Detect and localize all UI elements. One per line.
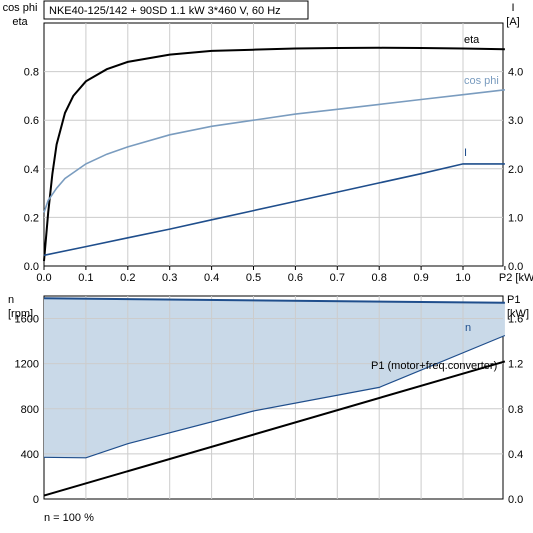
upper-y-right-tick-label: 4.0 xyxy=(508,67,523,79)
upper-x-tick-label: 0.9 xyxy=(413,272,428,284)
lower-y-right-tick-label: 1.2 xyxy=(508,359,523,371)
lower-y-left-tick-label: 400 xyxy=(21,449,39,461)
upper-y-right-tick-label: 0.0 xyxy=(508,261,523,273)
lower-y-right-tick-label: 0.0 xyxy=(508,494,523,506)
eta-curve xyxy=(43,46,505,262)
lower-ticks: 0 400 800 1200 1600 0.0 0.4 0.8 1.2 1.6 xyxy=(15,314,524,506)
upper-x-tick-label: 0.4 xyxy=(204,272,219,284)
speed-min-curve xyxy=(43,334,506,459)
lower-ylabel-left-2: [rpm] xyxy=(8,308,33,320)
series-label-cos-phi: cos phi xyxy=(464,75,499,87)
upper-plot-frame xyxy=(43,22,504,267)
upper-y-right-tick-label: 1.0 xyxy=(508,212,523,224)
series-label-eta: eta xyxy=(464,34,480,46)
lower-ylabel-right-1: P1 xyxy=(507,294,520,306)
lower-y-left-tick-label: 1200 xyxy=(15,359,39,371)
upper-grid xyxy=(44,23,503,266)
upper-y-left-tick-label: 0.8 xyxy=(24,67,39,79)
upper-x-tick-label: 0.0 xyxy=(36,272,51,284)
lower-ylabel-left-1: n xyxy=(8,294,14,306)
series-label-current: I xyxy=(464,147,467,159)
upper-x-tick-label: 0.5 xyxy=(246,272,261,284)
upper-x-tick-label: 0.7 xyxy=(330,272,345,284)
upper-ylabel-left-1: cos phi xyxy=(3,2,38,14)
upper-ylabel-right-1: I xyxy=(511,2,514,14)
speed-operating-area xyxy=(44,298,505,458)
lower-area xyxy=(44,298,505,458)
upper-x-tick-label: 0.1 xyxy=(78,272,93,284)
upper-y-left-tick-label: 0.0 xyxy=(24,261,39,273)
cos-phi-curve xyxy=(43,89,505,213)
header-title: NKE40-125/142 + 90SD 1.1 kW 3*460 V, 60 … xyxy=(49,5,281,17)
upper-y-right-tick-label: 2.0 xyxy=(508,164,523,176)
lower-y-right-tick-label: 0.4 xyxy=(508,449,523,461)
upper-y-right-tick-label: 3.0 xyxy=(508,115,523,127)
upper-ylabel-right-2: [A] xyxy=(506,16,519,28)
upper-ylabel-left-2: eta xyxy=(12,16,28,28)
lower-y-left-tick-label: 1600 xyxy=(15,314,39,326)
lower-grid xyxy=(44,296,503,499)
upper-x-tick-label: 0.8 xyxy=(372,272,387,284)
series-label-speed: n xyxy=(465,322,471,334)
lower-y-left-tick-label: 800 xyxy=(21,404,39,416)
lower-ylabel-right-2: [kW] xyxy=(507,308,529,320)
header-box xyxy=(43,0,309,20)
upper-y-left-tick-label: 0.2 xyxy=(24,212,39,224)
footer-note: n = 100 % xyxy=(44,512,94,524)
upper-series xyxy=(43,46,505,262)
upper-y-left-tick-label: 0.4 xyxy=(24,164,39,176)
lower-series xyxy=(43,297,506,497)
upper-x-tick-label: 1.0 xyxy=(455,272,470,284)
upper-x-tick-label: 0.3 xyxy=(162,272,177,284)
lower-y-right-tick-label: 0.8 xyxy=(508,404,523,416)
series-label-p1: P1 (motor+freq.converter) xyxy=(371,360,497,372)
upper-x-tick-label: P2 [kW] xyxy=(499,272,533,284)
upper-x-tick-label: 0.6 xyxy=(288,272,303,284)
p1-curve xyxy=(43,360,506,497)
upper-x-tick-label: 0.2 xyxy=(120,272,135,284)
current-curve xyxy=(43,163,505,257)
lower-y-right-tick-label: 1.6 xyxy=(508,314,523,326)
lower-y-left-tick-label: 0 xyxy=(33,494,39,506)
speed-max-curve xyxy=(43,297,505,304)
upper-ticks: 0.0 0.1 0.2 0.3 0.4 0.5 0.6 0.7 0.8 0.9 1.0 P2 [kW]… xyxy=(24,67,533,284)
upper-y-left-tick-label: 0.6 xyxy=(24,115,39,127)
